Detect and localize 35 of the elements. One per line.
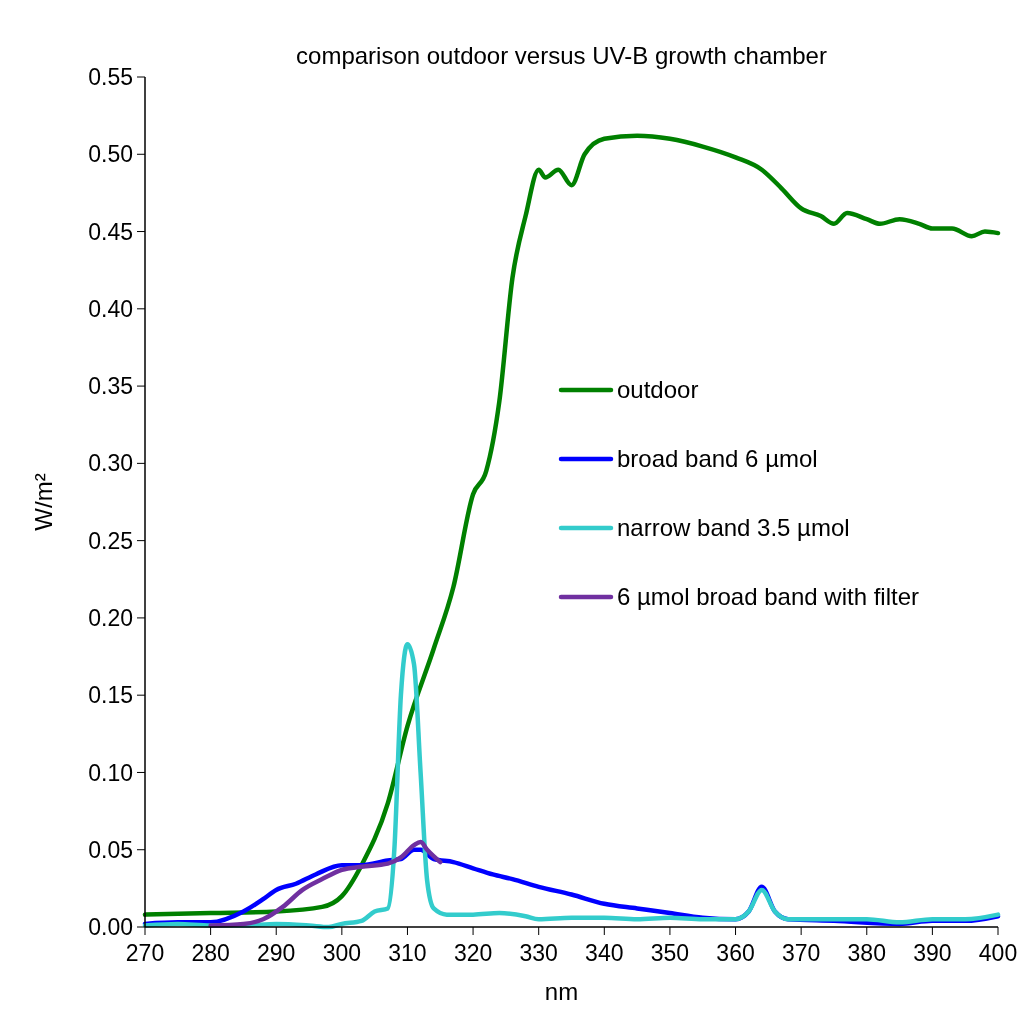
legend-label: 6 µmol broad band with filter (617, 583, 919, 611)
x-tick-label: 400 (978, 940, 1018, 966)
legend-label: broad band 6 µmol (617, 445, 818, 473)
y-tick-label: 0.35 (88, 373, 133, 400)
y-tick-label: 0.45 (88, 218, 133, 245)
x-axis-title: nm (544, 978, 579, 1005)
chart-title: comparison outdoor versus UV-B growth chamber (296, 42, 827, 69)
x-tick-label: 350 (650, 940, 690, 966)
x-tick-label: 340 (585, 940, 624, 966)
y-tick-label: 0.00 (88, 914, 133, 941)
y-tick-label: 0.05 (88, 836, 133, 863)
x-tick-label: 280 (191, 940, 230, 966)
x-tick-label: 370 (781, 940, 821, 966)
y-tick-label: 0.10 (88, 759, 133, 786)
y-tick-label: 0.20 (88, 604, 133, 631)
y-tick-label: 0.25 (88, 527, 133, 554)
x-tick-label: 300 (322, 940, 362, 966)
y-tick-label: 0.50 (88, 141, 133, 168)
x-tick-label: 380 (847, 940, 886, 966)
x-tick-label: 360 (716, 940, 755, 966)
y-tick-label: 0.55 (88, 64, 133, 91)
x-tick-label: 390 (913, 940, 952, 966)
x-tick-label: 310 (388, 940, 427, 966)
x-tick-label: 330 (519, 940, 558, 966)
y-tick-label: 0.40 (88, 295, 133, 322)
x-tick-label: 320 (453, 940, 493, 966)
line-series (208, 839, 443, 928)
line-series (142, 133, 1001, 917)
y-tick-label: 0.30 (88, 450, 133, 477)
legend-label: outdoor (617, 376, 699, 404)
y-axis-title: W/m² (30, 473, 57, 531)
x-tick-label: 270 (125, 940, 165, 966)
legend-label: narrow band 3.5 µmol (617, 514, 850, 542)
x-tick-label: 290 (257, 940, 296, 966)
y-tick-label: 0.15 (88, 682, 133, 709)
